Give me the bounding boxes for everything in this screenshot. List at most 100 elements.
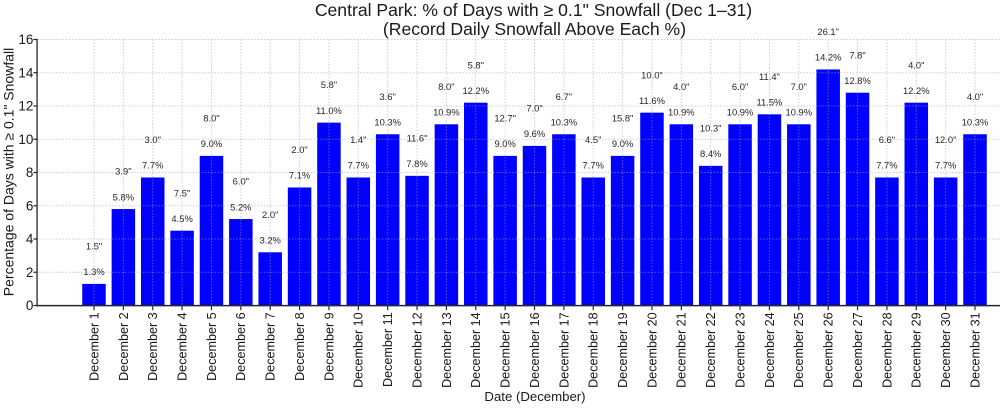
svg-text:12.7": 12.7" [494,112,516,123]
svg-text:7.8%: 7.8% [406,158,427,169]
svg-text:16: 16 [18,32,33,47]
svg-text:6.0": 6.0" [233,176,249,187]
svg-text:4.0": 4.0" [908,59,924,70]
svg-text:9.6%: 9.6% [524,128,545,139]
svg-text:December 27: December 27 [851,312,865,388]
svg-text:15.8": 15.8" [612,112,634,123]
svg-text:4.5%: 4.5% [171,213,192,224]
svg-text:December 3: December 3 [146,312,160,381]
svg-text:December 28: December 28 [880,312,894,388]
svg-text:December 8: December 8 [293,312,307,381]
svg-text:December 21: December 21 [675,312,689,388]
svg-text:12.2%: 12.2% [462,85,489,96]
svg-text:December 10: December 10 [352,312,366,388]
svg-text:7.7%: 7.7% [935,160,956,171]
svg-text:6.6": 6.6" [879,134,895,145]
svg-text:3.0": 3.0" [145,134,161,145]
svg-text:11.6": 11.6" [407,132,428,143]
svg-text:December 23: December 23 [733,312,747,388]
svg-text:December 30: December 30 [939,312,953,388]
svg-text:26.1": 26.1" [817,26,839,37]
svg-text:December 29: December 29 [910,312,924,388]
svg-text:December 26: December 26 [822,312,836,388]
svg-text:5.8": 5.8" [321,79,337,90]
svg-text:Central Park: % of Days with ≥: Central Park: % of Days with ≥ 0.1" Snow… [315,0,752,20]
svg-text:11.6%: 11.6% [639,95,665,106]
svg-text:December 17: December 17 [557,312,571,388]
svg-text:10.3%: 10.3% [962,116,989,127]
svg-text:5.8%: 5.8% [113,191,134,202]
svg-text:7.7%: 7.7% [142,160,163,171]
svg-text:8.0": 8.0" [203,112,219,123]
svg-text:2.0": 2.0" [291,144,307,155]
svg-text:9.0%: 9.0% [494,138,515,149]
svg-text:December 25: December 25 [792,312,806,388]
svg-text:Date (December): Date (December) [484,389,585,404]
svg-text:4.0": 4.0" [967,91,983,102]
svg-text:3.6": 3.6" [379,91,395,102]
svg-text:December 15: December 15 [499,312,513,388]
svg-text:1.4": 1.4" [350,134,366,145]
svg-text:December 14: December 14 [469,312,483,388]
svg-text:10.9%: 10.9% [786,106,813,117]
svg-text:11.5%: 11.5% [756,97,782,108]
svg-text:10.9%: 10.9% [668,106,695,117]
svg-text:6.0": 6.0" [732,81,748,92]
svg-text:7.0": 7.0" [791,81,807,92]
svg-text:3.2%: 3.2% [260,235,281,246]
svg-text:December 19: December 19 [616,312,630,388]
svg-text:2.0": 2.0" [262,209,278,220]
svg-text:7.7%: 7.7% [876,160,897,171]
svg-text:December 22: December 22 [704,312,718,388]
svg-text:December 5: December 5 [205,312,219,381]
svg-text:10.9%: 10.9% [727,106,754,117]
svg-text:10.3%: 10.3% [374,116,401,127]
svg-text:December 31: December 31 [968,312,982,388]
svg-text:12.2%: 12.2% [903,85,930,96]
svg-text:7.7%: 7.7% [348,160,369,171]
svg-text:December 12: December 12 [410,312,424,388]
svg-text:12.8%: 12.8% [844,75,871,86]
svg-text:8.0": 8.0" [438,81,454,92]
svg-text:8: 8 [26,165,34,180]
svg-text:9.0%: 9.0% [612,138,633,149]
svg-text:4: 4 [26,232,34,247]
svg-text:1.5": 1.5" [86,240,102,251]
svg-text:6: 6 [26,198,34,213]
svg-text:2: 2 [26,265,34,280]
svg-text:6.7": 6.7" [556,91,572,102]
svg-text:5.8": 5.8" [468,59,484,70]
svg-text:(Record Daily Snowfall Above E: (Record Daily Snowfall Above Each %) [383,19,686,39]
svg-text:7.8": 7.8" [849,49,865,60]
svg-text:December 24: December 24 [763,312,777,388]
svg-text:3.9": 3.9" [115,166,131,177]
svg-text:4.5": 4.5" [585,134,601,145]
svg-text:December 11: December 11 [381,312,395,387]
svg-text:8.4%: 8.4% [700,148,721,159]
svg-text:December 9: December 9 [322,312,336,381]
svg-text:7.5": 7.5" [174,187,190,198]
svg-text:10.3%: 10.3% [551,116,578,127]
svg-text:1.3%: 1.3% [83,266,104,277]
svg-text:14.2%: 14.2% [815,52,842,63]
svg-text:December 20: December 20 [645,312,659,388]
svg-text:14: 14 [18,65,34,80]
svg-text:December 18: December 18 [587,312,601,388]
svg-text:December 2: December 2 [117,312,131,381]
svg-text:Percentage of Days with ≥ 0.1": Percentage of Days with ≥ 0.1" Snowfall [1,48,17,296]
svg-text:9.0%: 9.0% [201,138,222,149]
svg-text:11.4": 11.4" [759,71,780,82]
svg-text:12: 12 [18,99,33,114]
svg-text:10: 10 [18,132,33,147]
svg-text:7.7%: 7.7% [583,160,604,171]
svg-text:10.0": 10.0" [641,69,663,80]
svg-text:December 7: December 7 [264,312,278,381]
svg-text:December 1: December 1 [87,312,101,381]
svg-text:7.1%: 7.1% [289,170,310,181]
svg-text:0: 0 [26,298,34,313]
svg-text:December 13: December 13 [440,312,454,388]
svg-text:10.9%: 10.9% [433,106,460,117]
svg-text:7.0": 7.0" [526,103,542,114]
svg-text:10.3": 10.3" [700,122,722,133]
svg-text:12.0": 12.0" [935,134,957,145]
